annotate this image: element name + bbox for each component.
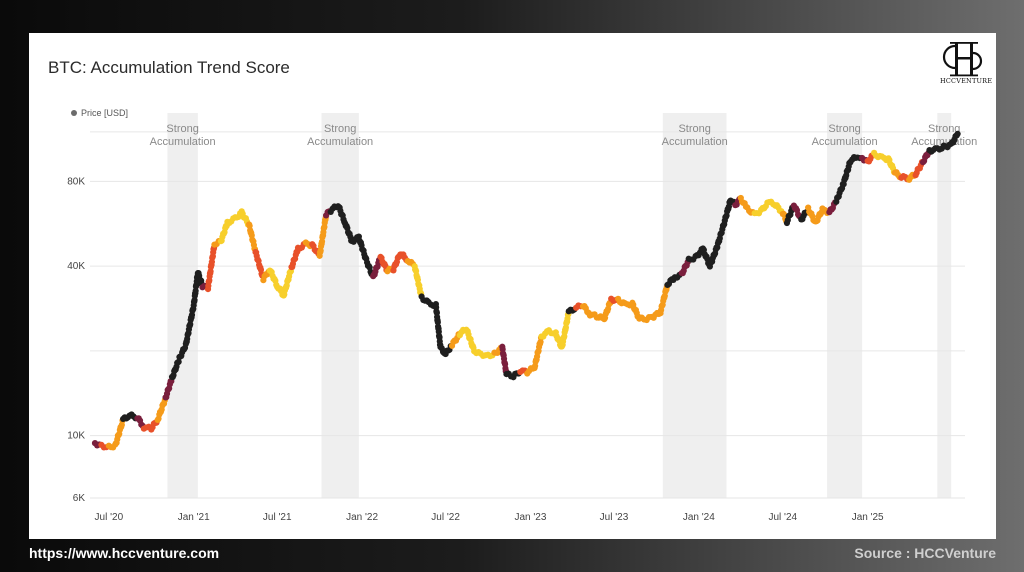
x-tick-label: Jan '25 <box>852 512 884 523</box>
region-label-0: Accumulation <box>150 136 216 148</box>
price-point <box>954 130 961 137</box>
x-tick-label: Jul '20 <box>95 512 124 523</box>
region-label-2: Accumulation <box>662 136 728 148</box>
legend[interactable]: Price [USD] <box>71 108 128 118</box>
x-tick-label: Jul '23 <box>600 512 629 523</box>
region-label-4: Strong <box>928 123 960 135</box>
x-tick-label: Jan '23 <box>514 512 546 523</box>
x-tick-label: Jul '22 <box>431 512 460 523</box>
x-tick-label: Jan '21 <box>178 512 210 523</box>
y-axis-labels: 6K 10K 40K 80K <box>67 176 85 504</box>
chart-canvas: 6K 10K 40K 80K Jul '20 Jan '21 Jul '21 Jan '22… <box>67 113 978 523</box>
shaded-region-4 <box>937 113 952 498</box>
hcc-logo-icon <box>942 42 983 77</box>
gridlines <box>90 131 965 499</box>
x-tick-label: Jan '24 <box>683 512 715 523</box>
y-tick-label: 6K <box>73 493 86 504</box>
x-tick-label: Jul '24 <box>768 512 797 523</box>
region-label-1: Strong <box>324 123 356 135</box>
x-tick-label: Jan '22 <box>346 512 378 523</box>
x-axis-labels: Jul '20 Jan '21 Jul '21 Jan '22 Jul '22 Jan '… <box>95 512 885 523</box>
region-labels: StrongAccumulationStrongAccumulationStro… <box>150 123 978 148</box>
y-tick-label: 80K <box>67 176 85 187</box>
hccventure-logo: HCCVENTURE <box>940 41 993 85</box>
chart-card: 6K 10K 40K 80K Jul '20 Jan '21 Jul '21 Jan '22… <box>29 33 996 539</box>
region-label-3: Accumulation <box>812 136 878 148</box>
y-tick-label: 40K <box>67 261 85 272</box>
source-label: Source : HCCVenture <box>854 545 996 561</box>
shaded-regions <box>167 113 952 498</box>
region-label-0: Strong <box>166 123 198 135</box>
x-tick-label: Jul '21 <box>263 512 292 523</box>
region-label-4: Accumulation <box>911 136 977 148</box>
chart-title: BTC: Accumulation Trend Score <box>48 58 290 77</box>
region-label-1: Accumulation <box>307 136 373 148</box>
shaded-region-2 <box>662 113 727 498</box>
price-point <box>175 358 182 365</box>
website-link[interactable]: https://www.hccventure.com <box>29 545 220 561</box>
logo-text: HCCVENTURE <box>940 77 993 85</box>
price-points <box>91 130 961 451</box>
region-label-3: Strong <box>828 123 860 135</box>
legend-label: Price [USD] <box>81 108 129 118</box>
shaded-region-1 <box>321 113 359 498</box>
legend-dot-icon <box>71 110 77 116</box>
y-tick-label: 10K <box>67 431 85 442</box>
region-label-2: Strong <box>678 123 710 135</box>
